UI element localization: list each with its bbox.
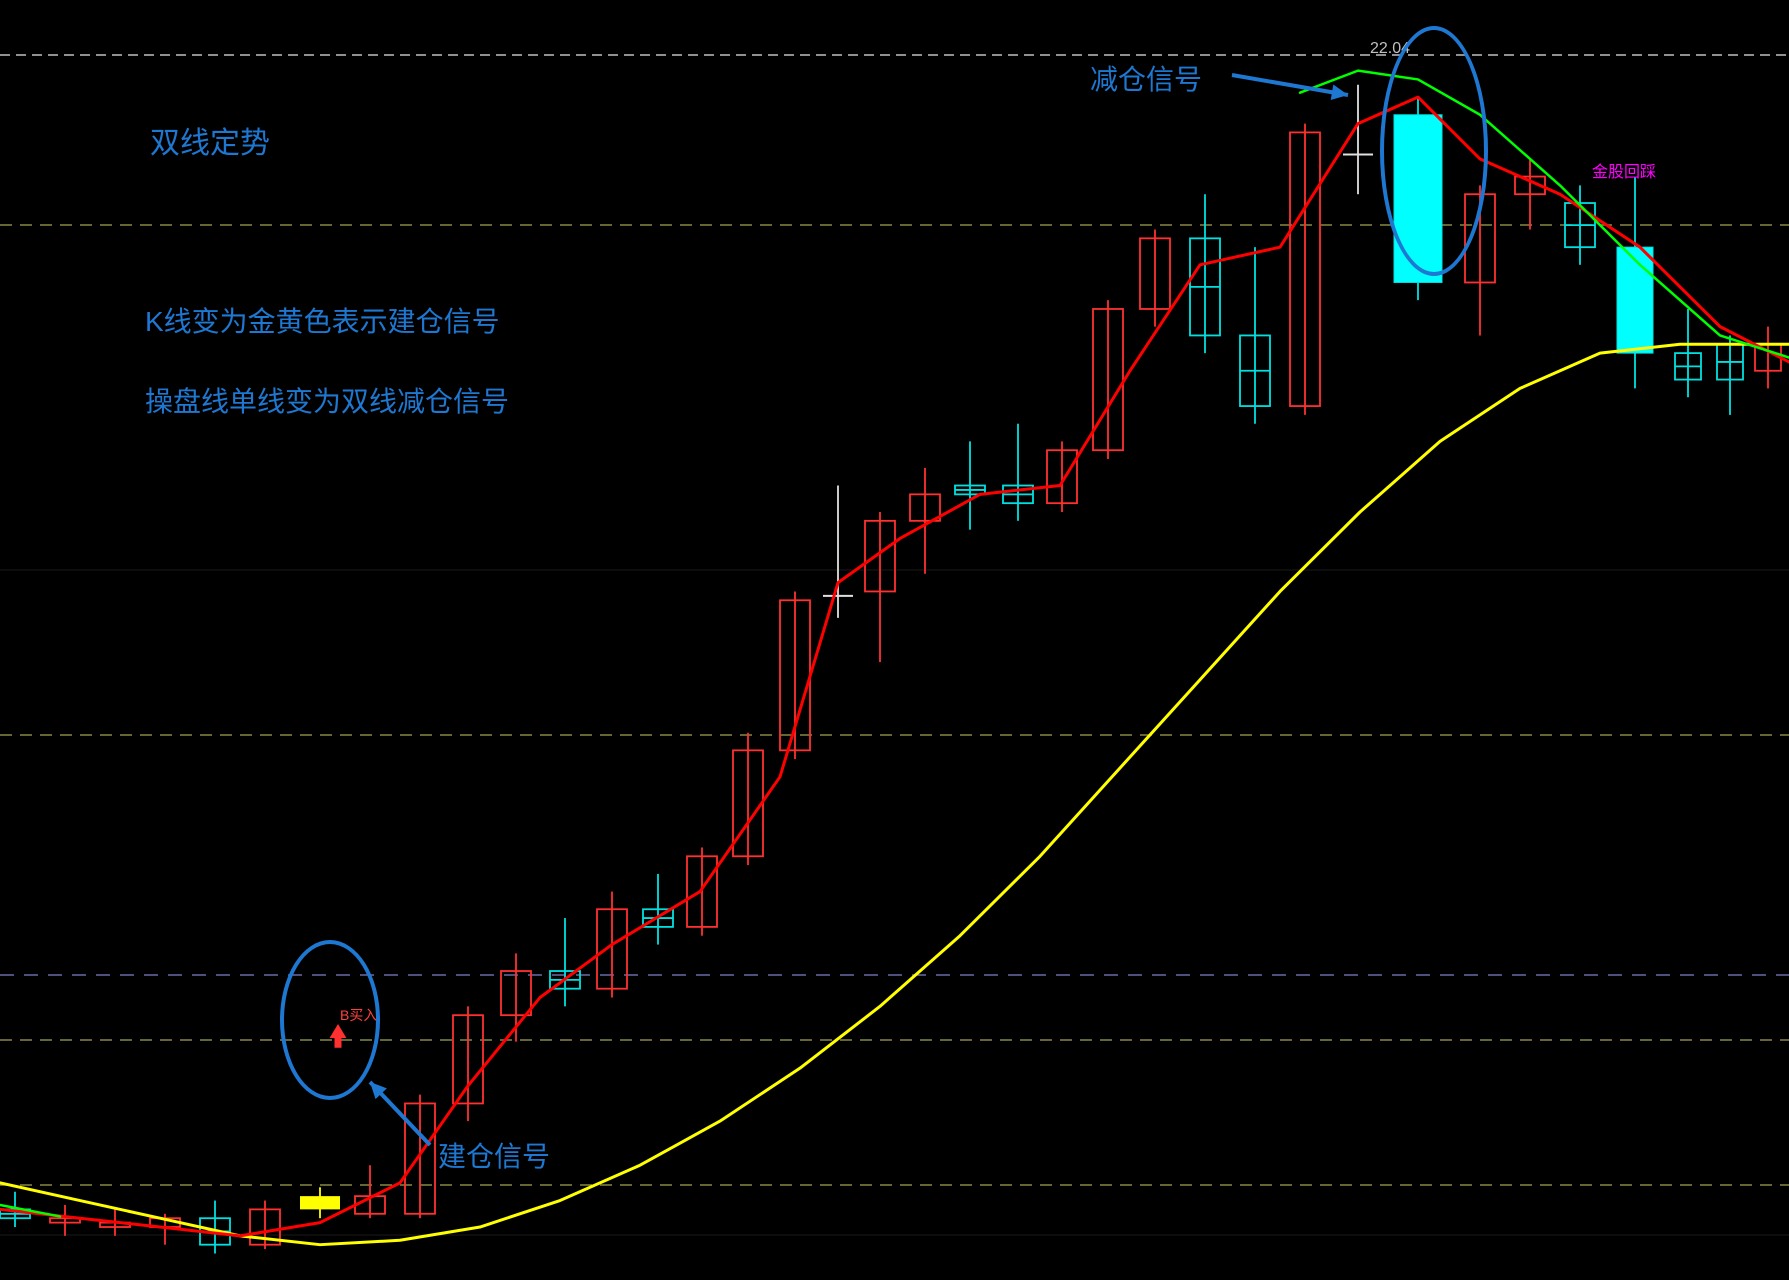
stock-chart-container: 双线定势 K线变为金黄色表示建仓信号 操盘线单线变为双线减仓信号 减仓信号 建仓… [0, 0, 1789, 1280]
desc-line-1: K线变为金黄色表示建仓信号 [145, 300, 500, 340]
reduce-signal-label: 减仓信号 [1090, 58, 1202, 98]
build-signal-ellipse [280, 940, 380, 1100]
build-signal-label: 建仓信号 [438, 1135, 550, 1175]
magenta-label: 金股回踩 [1592, 158, 1656, 182]
chart-title: 双线定势 [150, 118, 270, 162]
desc-line-2: 操盘线单线变为双线减仓信号 [145, 380, 509, 420]
chart-svg [0, 0, 1789, 1280]
reduce-signal-ellipse [1380, 26, 1488, 276]
